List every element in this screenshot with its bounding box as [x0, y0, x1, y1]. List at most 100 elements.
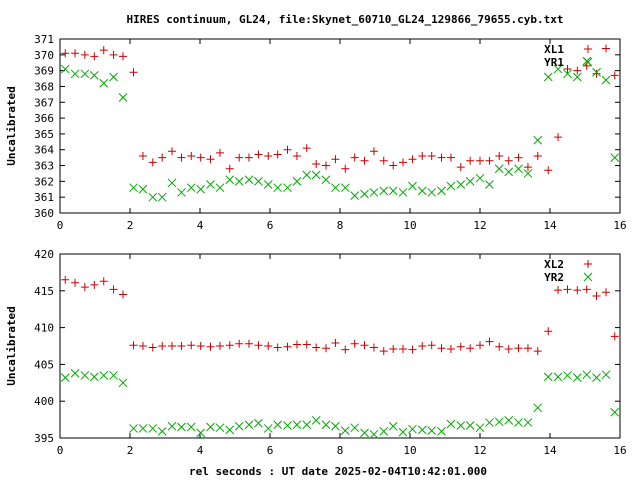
xl1-point	[369, 147, 378, 156]
yr1-point	[186, 183, 196, 193]
yr2-point	[523, 418, 533, 427]
yr2-point	[446, 419, 456, 429]
xl2-point	[466, 344, 475, 353]
yr1-point	[311, 170, 321, 180]
xl1-point	[235, 153, 244, 162]
xl1-point	[148, 158, 157, 167]
x-tick-label: 8	[337, 219, 344, 232]
xl1-point	[283, 145, 292, 154]
yr1-point	[70, 69, 80, 79]
xl2-point	[602, 288, 610, 297]
yr2-point	[543, 372, 553, 382]
yr1-point	[563, 69, 572, 79]
yr2-point	[610, 407, 620, 417]
xl1-point	[427, 152, 436, 161]
yr2-point	[273, 420, 283, 430]
xl1-point	[554, 133, 563, 142]
yr2-point	[379, 427, 389, 436]
xl2-point	[168, 342, 176, 350]
xl2-point	[99, 277, 108, 286]
xl1-point	[602, 44, 610, 53]
xl2-point	[592, 291, 601, 300]
yr1-point	[129, 183, 138, 193]
xl2-point	[302, 340, 311, 349]
x-tick-label: 14	[543, 219, 557, 232]
xl2-point	[427, 341, 436, 350]
y-tick-label: 368	[34, 80, 54, 93]
yr1-point	[610, 153, 620, 162]
yr2-point	[437, 427, 446, 436]
yr2-point	[283, 421, 292, 430]
yr2-point	[408, 424, 417, 434]
xl2-point	[235, 339, 244, 348]
xl1-point	[187, 152, 196, 161]
yr1-point	[427, 188, 437, 197]
xl1-point	[533, 152, 542, 161]
xl1-point	[495, 152, 504, 161]
xl1-point	[264, 152, 273, 161]
x-tick-label: 0	[57, 444, 64, 457]
xl2-point	[523, 344, 532, 353]
yr1-point	[263, 180, 273, 189]
yr1-point	[553, 64, 563, 74]
y-axis-title: Uncalibrated	[5, 86, 18, 165]
x-tick-label: 4	[197, 444, 204, 457]
x-tick-label: 10	[403, 444, 416, 457]
xl1-point	[514, 153, 523, 162]
x-tick-label: 16	[613, 219, 626, 232]
xl2-point	[389, 344, 398, 353]
xl1-point	[158, 153, 167, 162]
xl1-point	[71, 49, 80, 58]
x-tick-label: 16	[613, 444, 626, 457]
legend-marker-xl2	[584, 260, 592, 268]
xl1-point	[485, 156, 494, 165]
xl2-point	[341, 345, 350, 354]
yr1-point	[118, 93, 128, 102]
yr1-point	[388, 186, 398, 196]
xl1-point	[563, 65, 572, 74]
xl2-point	[80, 283, 89, 292]
x-axis-title: rel seconds : UT date 2025-02-04T10:42:0…	[189, 465, 487, 478]
yr1-point	[215, 183, 225, 193]
xl2-point	[399, 344, 407, 353]
legend-marker-yr2	[583, 272, 593, 282]
xl2-point	[264, 342, 273, 350]
yr2-point	[601, 370, 611, 380]
xl1-point	[302, 144, 311, 153]
xl2-point	[206, 342, 215, 351]
xl2-point	[408, 345, 417, 354]
x-tick-label: 6	[267, 219, 274, 232]
xl1-point	[341, 164, 350, 173]
yr2-point	[475, 423, 485, 433]
yr1-point	[360, 189, 369, 199]
yr1-point	[302, 170, 312, 180]
xl2-point	[456, 342, 465, 351]
yr1-point	[206, 180, 215, 189]
xl2-point	[254, 341, 263, 350]
xl1-point	[379, 156, 388, 165]
yr2-point	[514, 418, 523, 427]
yr2-point	[206, 422, 215, 432]
xl1-point	[573, 66, 582, 75]
yr2-point	[292, 420, 302, 430]
xl2-point	[369, 343, 378, 352]
yr1-point	[254, 177, 263, 186]
yr2-point	[398, 427, 408, 437]
yr2-point	[234, 421, 244, 431]
y-tick-label: 415	[34, 285, 54, 298]
legend-label-yr2: YR2	[544, 271, 564, 284]
xl1-point	[138, 152, 147, 161]
xl2-point	[61, 275, 70, 284]
xl2-point	[563, 285, 572, 294]
yr2-point	[592, 373, 601, 383]
xl2-point	[90, 280, 99, 289]
yr1-point	[167, 178, 177, 188]
xl2-point	[292, 340, 301, 349]
legend-label-xl1: XL1	[544, 43, 564, 56]
yr2-point	[533, 403, 543, 413]
y-tick-label: 365	[34, 128, 54, 141]
yr2-point	[118, 378, 128, 388]
yr1-point	[523, 169, 533, 178]
y-axis-title: Uncalibrated	[5, 306, 18, 385]
xl1-point	[225, 164, 234, 173]
